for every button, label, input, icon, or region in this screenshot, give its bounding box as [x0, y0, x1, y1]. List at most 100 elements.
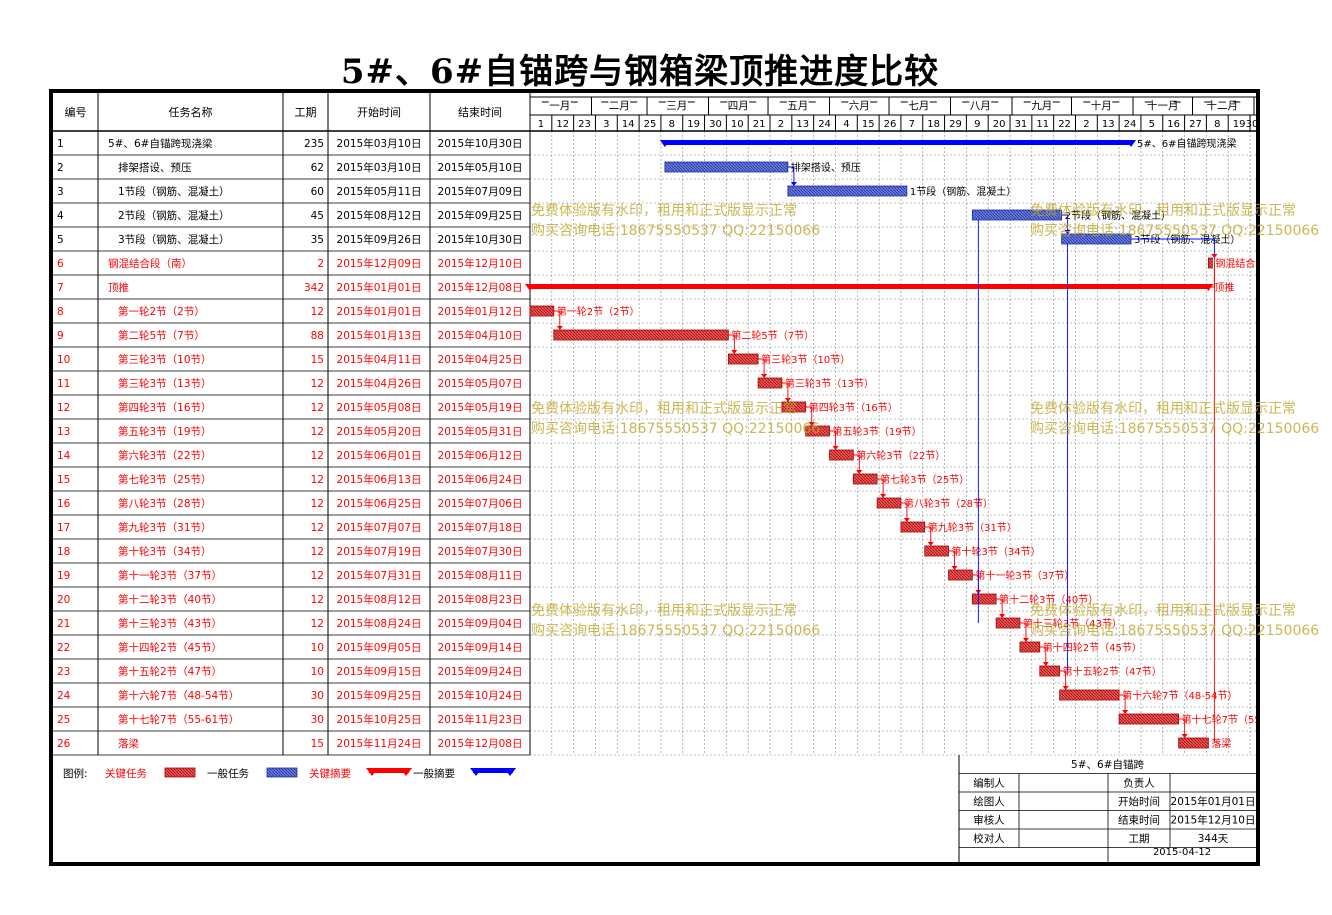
summary-bar — [664, 140, 1132, 145]
page-title: 5#、6#自锚跨与钢箱梁顶推进度比较 — [340, 52, 940, 92]
task-id: 20 — [57, 594, 70, 606]
task-end: 2015年10月30日 — [438, 233, 523, 246]
day-label: 14 — [622, 119, 635, 130]
task-id: 17 — [57, 522, 70, 534]
info-project: 5#、6#自锚跨 — [1071, 758, 1144, 771]
dependency-link — [1059, 670, 1067, 690]
task-id: 23 — [57, 666, 70, 678]
task-duration: 45 — [311, 210, 324, 222]
bar-label: 第十五轮2节（47节） — [1063, 665, 1162, 678]
task-start: 2015年04月11日 — [337, 353, 422, 366]
task-bar — [529, 305, 555, 317]
task-duration: 12 — [311, 426, 324, 438]
info-cell: 编制人 — [973, 777, 1005, 790]
day-label: 26 — [884, 119, 897, 130]
dependency-link — [728, 334, 735, 354]
task-bar — [1059, 689, 1120, 701]
legend-label: 一般摘要 — [413, 767, 455, 780]
task-end: 2015年04月10日 — [438, 329, 523, 342]
task-id: 1 — [57, 138, 64, 150]
day-label: 4 — [843, 119, 849, 130]
task-name: 落梁 — [118, 737, 139, 750]
task-start: 2015年09月25日 — [337, 689, 422, 702]
task-start: 2015年04月26日 — [337, 377, 422, 390]
task-duration: 35 — [311, 234, 324, 246]
task-end: 2015年09月04日 — [438, 617, 523, 630]
day-label: 19 — [687, 119, 700, 130]
task-start: 2015年03月10日 — [337, 161, 422, 174]
legend-swatch — [369, 768, 409, 773]
task-end: 2015年10月30日 — [438, 137, 523, 150]
day-label: 2 — [778, 119, 784, 130]
task-duration: 10 — [311, 642, 324, 654]
dependency-arrow — [790, 182, 797, 186]
legend-swatch — [473, 768, 513, 773]
task-end: 2015年09月14日 — [438, 641, 523, 654]
legend-swatch-cap — [366, 768, 378, 776]
task-name: 第四轮3节（16节） — [118, 401, 212, 414]
bar-label: 2节段（钢筋、混凝土） — [1065, 209, 1171, 222]
task-bar — [1039, 665, 1061, 677]
task-bar — [781, 401, 807, 413]
task-name: 第三轮3节（10节） — [118, 353, 212, 366]
task-id: 15 — [57, 474, 70, 486]
task-bar — [995, 617, 1021, 629]
task-bar — [924, 545, 949, 557]
bar-label: 钢混结合段（南） — [1215, 257, 1256, 270]
dependency-link — [1061, 214, 1069, 234]
task-start: 2015年03月10日 — [337, 137, 422, 150]
summary-start-cap — [525, 284, 535, 291]
day-label: 15 — [862, 119, 875, 130]
task-name: 钢混结合段（南） — [108, 257, 192, 270]
task-start: 2015年09月26日 — [337, 233, 422, 246]
bar-label: 第九轮3节（31节） — [928, 521, 1017, 534]
task-id: 22 — [57, 642, 70, 654]
bar-label: 排架搭设、预压 — [791, 161, 861, 174]
task-start: 2015年06月01日 — [337, 449, 422, 462]
task-bar — [971, 209, 1062, 221]
bar-label: 第七轮3节（25节） — [880, 473, 969, 486]
day-label: 8 — [1214, 119, 1220, 130]
task-end: 2015年10月24日 — [438, 689, 523, 702]
task-name: 1节段（钢筋、混凝土） — [118, 185, 230, 198]
month-label: 七月 — [908, 100, 929, 112]
dependency-arrow — [856, 470, 863, 474]
task-duration: 12 — [311, 402, 324, 414]
task-end: 2015年12月10日 — [438, 257, 523, 270]
task-end: 2015年01月12日 — [438, 305, 523, 318]
info-cell: 校对人 — [973, 832, 1005, 845]
day-label: 19 — [1233, 119, 1246, 130]
task-id: 13 — [57, 426, 70, 438]
task-duration: 30 — [311, 690, 324, 702]
bar-label: 3节段（钢筋、混凝土） — [1134, 233, 1240, 246]
bar-label: 第十七轮7节（55-61节） — [1182, 713, 1256, 726]
dependency-arrow — [951, 566, 958, 570]
dependency-arrow — [927, 542, 934, 546]
task-name: 2节段（钢筋、混凝土） — [118, 209, 230, 222]
task-id: 2 — [57, 162, 64, 174]
bar-label: 顶推 — [1214, 281, 1234, 294]
dependency-arrow — [1042, 662, 1049, 666]
task-bar — [900, 521, 926, 533]
legend-swatch — [266, 767, 298, 778]
task-start: 2015年11月24日 — [337, 737, 422, 750]
task-bar — [829, 449, 854, 461]
task-id: 8 — [57, 306, 64, 318]
day-label: 18 — [927, 119, 940, 130]
task-bar — [1178, 737, 1209, 749]
task-name: 第十二轮3节（40节） — [118, 593, 222, 606]
task-name: 第一轮2节（2节） — [118, 305, 205, 318]
legend-label: 关键任务 — [105, 767, 147, 780]
month-label: 九月 — [1031, 100, 1052, 112]
bar-label: 第五轮3节（19节） — [833, 425, 922, 438]
task-end: 2015年11月23日 — [438, 713, 523, 726]
task-end: 2015年12月08日 — [438, 737, 523, 750]
task-duration: 12 — [311, 378, 324, 390]
task-bar — [757, 377, 783, 389]
task-end: 2015年05月10日 — [438, 161, 523, 174]
day-label: 16 — [1167, 119, 1180, 130]
task-bar — [1207, 257, 1213, 269]
task-name: 顶推 — [108, 281, 129, 294]
task-start: 2015年01月01日 — [337, 281, 422, 294]
task-name: 第十五轮2节（47节） — [118, 665, 222, 678]
